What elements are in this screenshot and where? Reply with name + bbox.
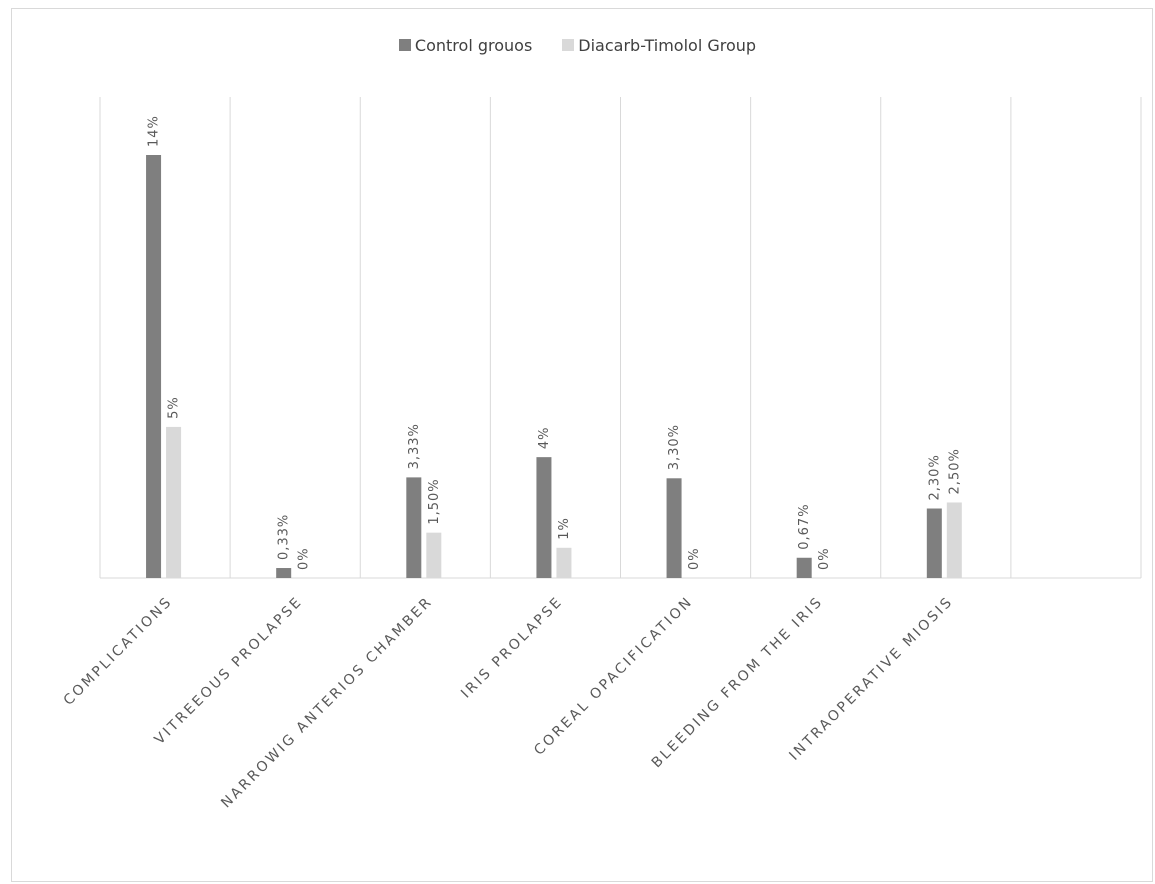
legend-item-diacarb-timolol: Diacarb-Timolol Group — [562, 36, 756, 55]
bar-control — [666, 478, 682, 578]
data-label: 5% — [167, 396, 182, 419]
bar-control — [406, 477, 422, 578]
bar-control — [536, 457, 552, 578]
data-label: 1,50% — [427, 478, 442, 524]
data-label: 0% — [687, 547, 702, 570]
data-label: 0% — [817, 547, 832, 570]
bar-diacarb-timolol — [946, 502, 962, 578]
bar-control — [796, 557, 812, 578]
bar-control — [926, 508, 942, 578]
data-label: 0% — [297, 547, 312, 570]
chart-frame — [11, 8, 1153, 882]
data-label: 3,30% — [667, 424, 682, 470]
x-tick-label: COMPLICATIONS — [61, 594, 176, 709]
bar-control — [276, 568, 292, 578]
bar-diacarb-timolol — [556, 547, 572, 578]
legend-label-diacarb-timolol: Diacarb-Timolol Group — [578, 35, 757, 55]
chart-legend: Control grouos Diacarb-Timolol Group — [0, 30, 1155, 60]
data-label: 14% — [147, 115, 162, 147]
legend-label-control: Control grouos — [414, 35, 533, 55]
data-label: 4% — [537, 427, 552, 450]
data-label: 2,30% — [927, 454, 942, 500]
data-label: 3,33% — [407, 423, 422, 469]
x-tick-label: VITREEOUS PROLAPSE — [152, 594, 306, 748]
x-tick-label: NARROWIG ANTERIOS CHAMBER — [218, 594, 436, 812]
bar-control — [146, 155, 162, 578]
data-label: 2,50% — [947, 448, 962, 494]
legend-swatch-control — [398, 39, 411, 51]
data-label: 0,33% — [277, 514, 292, 560]
bar-diacarb-timolol — [426, 532, 442, 578]
data-label: 0,67% — [797, 503, 812, 549]
legend-item-control: Control grouos — [398, 35, 533, 55]
x-tick-label: COREAL OPACIFICATION — [531, 594, 696, 759]
legend-swatch-diacarb-timolol — [562, 39, 575, 51]
bar-diacarb-timolol — [166, 426, 182, 578]
data-label: 1% — [557, 517, 572, 540]
x-tick-label: IRIS PROLAPSE — [458, 594, 566, 702]
